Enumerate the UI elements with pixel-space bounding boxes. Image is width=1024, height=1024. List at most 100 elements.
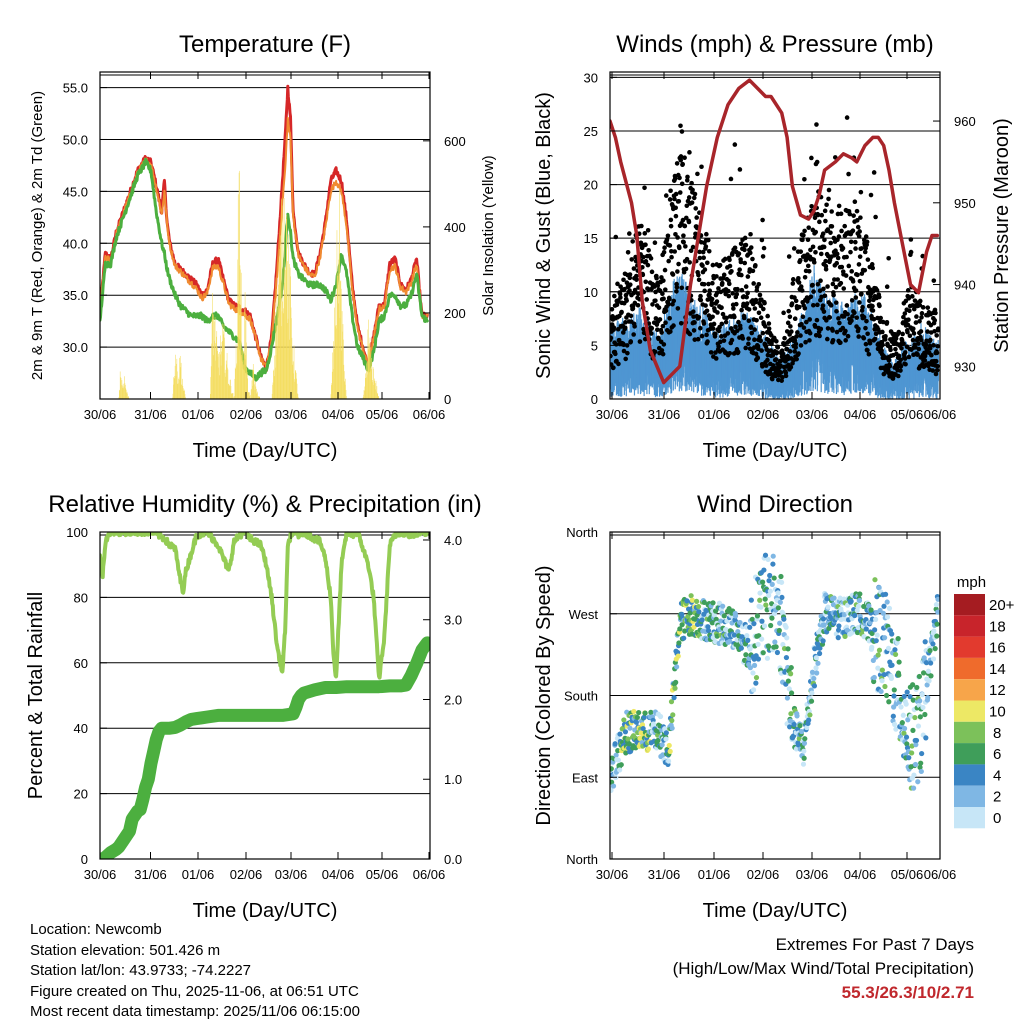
gust-point — [806, 269, 812, 274]
gust-point — [706, 248, 712, 254]
gust-point — [831, 292, 836, 298]
gust-point — [802, 305, 808, 311]
gust-point — [838, 211, 844, 217]
y2-tick-label: 1.0 — [444, 772, 462, 787]
direction-point — [764, 607, 770, 613]
gust-point — [712, 331, 718, 337]
gust-point — [879, 348, 884, 353]
gust-point — [900, 331, 905, 337]
direction-point — [924, 682, 930, 688]
direction-point — [775, 605, 781, 611]
gust-point — [663, 308, 669, 314]
direction-point — [800, 761, 807, 767]
gust-point — [820, 231, 826, 236]
gust-point — [645, 227, 651, 233]
gust-point — [865, 257, 871, 262]
gust-point — [727, 263, 733, 269]
direction-point — [669, 725, 675, 731]
gust-point — [704, 332, 709, 338]
gust-point — [733, 324, 738, 330]
direction-point — [909, 750, 915, 756]
gust-point — [642, 185, 647, 191]
gust-point — [804, 319, 809, 325]
direction-point — [764, 655, 771, 661]
gust-point — [725, 331, 731, 336]
direction-point — [931, 628, 937, 634]
gust-point — [933, 310, 938, 316]
direction-point — [760, 579, 766, 585]
direction-point — [671, 695, 677, 701]
direction-point — [891, 687, 897, 693]
x-tick-label: 04/06 — [322, 867, 355, 882]
direction-point — [899, 720, 905, 726]
direction-point — [633, 719, 640, 725]
gust-point — [734, 328, 740, 334]
gust-point — [710, 280, 715, 286]
colorbar-tick-label: 0 — [993, 810, 1001, 827]
gust-point — [619, 309, 624, 315]
gust-point — [702, 288, 707, 294]
gust-point — [863, 325, 868, 331]
gust-point — [843, 273, 849, 278]
gust-point — [642, 231, 648, 236]
direction-point — [718, 618, 724, 624]
gust-point — [935, 343, 940, 349]
gust-point — [928, 337, 933, 343]
gust-point — [918, 329, 924, 334]
gust-point — [792, 316, 798, 322]
colorbar-label: mph — [957, 574, 986, 591]
gust-point — [692, 191, 698, 197]
direction-point — [896, 672, 902, 678]
gust-point — [798, 343, 804, 348]
y2-tick-label: 950 — [954, 196, 976, 211]
gust-point — [835, 255, 841, 261]
gust-point — [840, 325, 846, 331]
direction-point — [935, 596, 940, 602]
direction-point — [785, 678, 791, 684]
gust-point — [905, 288, 911, 293]
gust-point — [722, 256, 728, 262]
direction-point — [923, 660, 930, 666]
gust-point — [782, 335, 787, 341]
direction-point — [681, 635, 687, 641]
direction-point — [863, 626, 869, 632]
direction-point — [911, 785, 917, 791]
direction-point — [796, 736, 802, 742]
gust-point — [860, 304, 865, 310]
gust-point — [628, 313, 634, 319]
y-tick-label: North — [566, 852, 598, 867]
direction-point — [617, 767, 623, 773]
gust-point — [744, 301, 750, 306]
gust-point — [660, 291, 665, 297]
direction-point — [802, 736, 808, 742]
direction-point — [809, 690, 815, 696]
direction-point — [721, 613, 727, 619]
direction-point — [869, 644, 875, 650]
direction-point — [892, 647, 898, 653]
direction-point — [907, 694, 913, 700]
direction-point — [783, 624, 789, 630]
gust-point — [672, 176, 678, 181]
gust-point — [830, 281, 836, 287]
gust-point — [727, 257, 732, 263]
x-tick-label: 05/06 — [891, 407, 924, 422]
gust-point — [663, 320, 668, 326]
gust-point — [812, 215, 818, 221]
direction-point — [640, 725, 646, 732]
y-tick-label: 45.0 — [63, 184, 88, 199]
colorbar-tick-label: 8 — [993, 725, 1001, 742]
gust-point — [729, 268, 734, 274]
gust-point — [780, 351, 786, 357]
gust-point — [669, 248, 674, 254]
direction-point — [883, 692, 890, 699]
direction-point — [871, 678, 877, 685]
gust-point — [742, 260, 748, 266]
gust-point — [621, 348, 627, 354]
gust-point — [743, 345, 749, 351]
direction-point — [808, 698, 815, 704]
gust-point — [815, 302, 820, 308]
direction-point — [797, 723, 803, 729]
direction-point — [918, 768, 924, 775]
gust-point — [748, 324, 754, 330]
gust-point — [910, 326, 916, 332]
